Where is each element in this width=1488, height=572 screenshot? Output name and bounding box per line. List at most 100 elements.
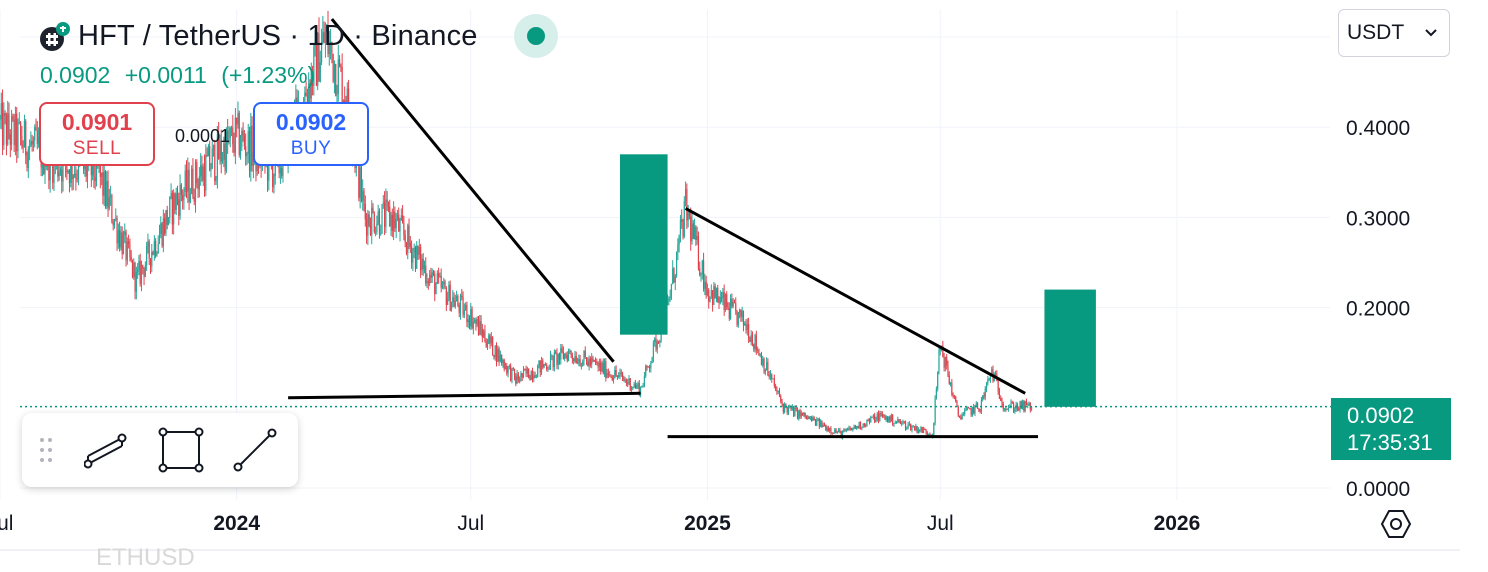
candle-body: [479, 321, 481, 335]
candle-body: [422, 258, 424, 270]
currency-select[interactable]: USDT: [1338, 9, 1450, 57]
candle-body: [975, 403, 977, 406]
candle-body: [389, 206, 391, 227]
candle-body: [960, 416, 962, 420]
buy-button[interactable]: 0.0902 BUY: [253, 102, 369, 166]
candle-body: [897, 419, 899, 422]
candle-body: [470, 309, 472, 327]
candle-body: [858, 421, 860, 429]
candle-body: [890, 415, 892, 422]
candle-body: [610, 374, 612, 377]
candle-body: [906, 427, 908, 429]
candle-body: [175, 193, 177, 211]
candle-body: [884, 415, 886, 420]
candle-body: [156, 252, 158, 256]
candle-body: [427, 281, 429, 284]
candle-body: [146, 246, 148, 266]
candle-body: [94, 176, 96, 181]
candle-body: [194, 162, 197, 202]
candle-body: [556, 353, 558, 365]
candle-body: [120, 232, 122, 248]
candle-body: [745, 323, 747, 331]
price-tick-label: 0.0000: [1346, 478, 1410, 501]
trend-line-tool-icon[interactable]: [218, 413, 292, 487]
candle-body: [441, 284, 444, 288]
candle-body: [778, 391, 781, 397]
candle-body: [210, 169, 212, 171]
candle-body: [363, 190, 365, 204]
candle-body: [126, 241, 128, 261]
candle-body: [740, 309, 742, 318]
candle-body: [687, 212, 689, 221]
candle-body: [10, 116, 13, 145]
candle-body: [656, 341, 658, 350]
candle-body: [642, 385, 644, 387]
chart-drawings[interactable]: [288, 18, 1096, 439]
candle-body: [933, 422, 935, 435]
candle-body: [674, 276, 676, 283]
candle-body: [436, 273, 438, 284]
candle-body: [872, 415, 874, 418]
symbol-title[interactable]: HFT / TetherUS · 1D · Binance: [78, 19, 478, 52]
candle-body: [494, 345, 496, 358]
candle-body: [575, 356, 577, 364]
candle-body: [456, 295, 458, 302]
candle-body: [445, 288, 447, 305]
candle-body: [241, 130, 243, 148]
candle-body: [202, 166, 204, 181]
parallel-channel-icon[interactable]: [70, 413, 144, 487]
candle-body: [984, 388, 986, 397]
candle-body: [650, 363, 652, 369]
candle-body: [171, 192, 173, 225]
drawing-toolbar: [22, 413, 298, 487]
candle-body: [702, 260, 705, 289]
candle-body: [983, 395, 985, 397]
candle-body: [402, 215, 404, 223]
sell-button[interactable]: 0.0901 SELL: [39, 102, 155, 166]
last-price: 0.0902: [40, 62, 111, 88]
time-tick-label: 2024: [213, 512, 260, 535]
time-tick-label: 2025: [684, 512, 731, 535]
market-open-dot-icon[interactable]: [513, 14, 558, 58]
candle-body: [1030, 406, 1033, 410]
candle-body: [128, 241, 130, 244]
candle-body: [211, 148, 213, 170]
candle-body: [196, 162, 198, 184]
candle-body: [526, 368, 528, 374]
candle-body: [769, 374, 772, 377]
time-axis[interactable]: Jul 2024 Jul 2025 Jul 2026: [0, 512, 1200, 535]
candle-body: [741, 310, 743, 318]
candle-body: [611, 376, 613, 381]
candle-body: [507, 366, 509, 374]
candle-body: [45, 164, 47, 168]
rectangle-drawing: [619, 154, 668, 335]
candle-body: [970, 408, 972, 416]
candle-body: [955, 396, 957, 402]
candle-body: [848, 427, 850, 431]
candle-body: [856, 426, 858, 429]
candle-body: [739, 309, 741, 313]
candle-body: [25, 120, 27, 156]
change-absolute: +0.0011: [124, 62, 207, 88]
candle-body: [432, 272, 435, 274]
candle-body: [374, 231, 377, 233]
symbol-header[interactable]: HFT / TetherUS · 1D · Binance: [38, 14, 558, 58]
settings-icon[interactable]: [1380, 508, 1412, 540]
candle-body: [531, 371, 534, 379]
drag-handle-icon[interactable]: [22, 436, 70, 464]
candle-body: [426, 281, 428, 284]
candle-body: [519, 379, 521, 381]
candle-body: [243, 135, 245, 147]
candle-body: [753, 344, 755, 349]
candle-body: [319, 62, 321, 82]
rectangle-tool-icon[interactable]: [144, 413, 218, 487]
candle-body: [874, 415, 876, 423]
candle-body: [700, 273, 702, 275]
candle-body: [583, 350, 585, 362]
candle-body: [453, 297, 455, 307]
candle-body: [72, 175, 74, 180]
candle-body: [910, 423, 912, 431]
candle-body: [129, 243, 131, 257]
candle-body: [614, 369, 616, 379]
candle-body: [641, 386, 643, 388]
